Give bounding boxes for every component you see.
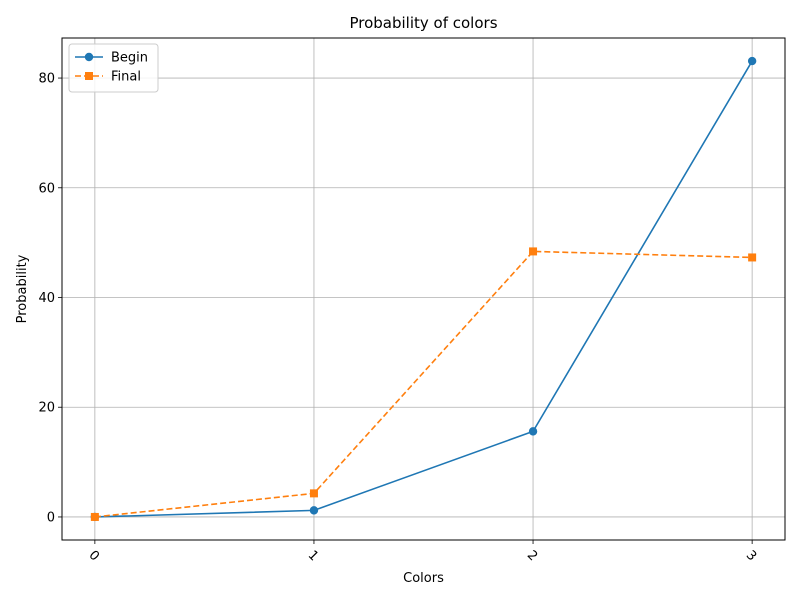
- grid: [62, 38, 785, 540]
- legend-label-final: Final: [111, 70, 141, 85]
- series-line-begin: [94, 60, 753, 518]
- plot-frame: [61, 37, 786, 541]
- chart-title: Probability of colors: [349, 14, 497, 32]
- legend-item-begin: Begin: [75, 51, 148, 66]
- series-layer: [90, 56, 757, 522]
- y-tick-label: 40: [38, 291, 55, 306]
- data-point-begin: [309, 506, 319, 515]
- data-point-final: [309, 489, 318, 498]
- data-point-begin: [528, 427, 538, 436]
- legend-item-final: Final: [75, 70, 141, 85]
- data-point-final: [748, 253, 757, 262]
- legend-label-begin: Begin: [111, 51, 148, 66]
- data-point-final: [529, 247, 538, 256]
- series-final: [90, 247, 757, 521]
- legend: Begin Final: [68, 43, 159, 93]
- series-line-final: [94, 250, 753, 518]
- y-tick-label: 0: [47, 510, 55, 525]
- legend-marker-begin: [84, 52, 94, 62]
- y-tick-label: 60: [38, 181, 55, 196]
- y-tick-label: 80: [38, 72, 55, 87]
- legend-marker-final: [85, 72, 93, 80]
- x-axis-label: Colors: [403, 571, 444, 586]
- data-point-final: [90, 512, 99, 521]
- y-tick-label: 20: [38, 401, 55, 416]
- data-point-begin: [747, 56, 757, 66]
- y-axis-label: Probability: [15, 254, 30, 323]
